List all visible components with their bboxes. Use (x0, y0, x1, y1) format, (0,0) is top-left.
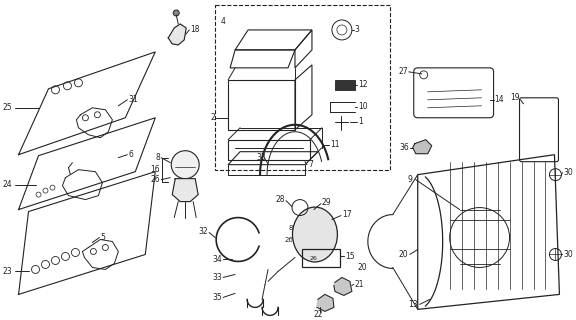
Text: 8: 8 (156, 153, 160, 162)
Text: 28: 28 (275, 195, 285, 204)
Polygon shape (413, 140, 431, 154)
Text: 5: 5 (100, 233, 105, 242)
Text: 32: 32 (199, 227, 208, 236)
Text: 12: 12 (358, 80, 367, 89)
Polygon shape (172, 179, 198, 202)
Circle shape (171, 151, 199, 179)
Text: 10: 10 (358, 102, 367, 111)
Text: 25: 25 (2, 103, 12, 112)
Text: 19: 19 (510, 93, 520, 102)
Text: 35: 35 (213, 293, 222, 302)
Bar (215, 5, 390, 170)
Text: 18: 18 (190, 25, 200, 35)
Text: 36: 36 (399, 143, 409, 152)
Text: 14: 14 (495, 95, 504, 104)
Circle shape (173, 10, 179, 16)
Text: 24: 24 (2, 180, 12, 189)
Polygon shape (168, 24, 186, 45)
Text: 15: 15 (345, 252, 354, 261)
Text: 27: 27 (398, 67, 408, 76)
Text: 6: 6 (128, 150, 133, 159)
Text: 21: 21 (355, 280, 365, 289)
Text: 22: 22 (313, 310, 323, 319)
Text: 30: 30 (563, 168, 573, 177)
Polygon shape (317, 294, 334, 311)
Text: 20: 20 (358, 263, 367, 272)
Text: 23: 23 (2, 267, 12, 276)
Ellipse shape (293, 207, 338, 262)
Text: 33: 33 (256, 153, 266, 162)
Text: 20: 20 (398, 250, 408, 259)
Bar (335, 80, 355, 90)
Text: 9: 9 (408, 175, 412, 184)
Text: 8: 8 (289, 225, 293, 230)
Text: 2: 2 (210, 113, 215, 122)
Text: 16: 16 (151, 165, 160, 174)
Text: 30: 30 (563, 250, 573, 259)
Polygon shape (334, 277, 352, 295)
Text: 1: 1 (358, 117, 363, 126)
Text: 17: 17 (342, 210, 351, 219)
Text: 33: 33 (213, 273, 222, 282)
Text: 26: 26 (151, 175, 160, 184)
Bar (302, 250, 340, 268)
Text: 11: 11 (330, 140, 339, 149)
Text: 26: 26 (284, 236, 293, 243)
Text: 13: 13 (408, 300, 418, 309)
Text: 3: 3 (355, 25, 360, 35)
Text: 7: 7 (308, 160, 313, 169)
Text: 34: 34 (213, 255, 222, 264)
Text: 31: 31 (128, 95, 138, 104)
Text: 29: 29 (322, 198, 332, 207)
Text: 4: 4 (220, 18, 225, 27)
Text: 26: 26 (309, 256, 317, 261)
